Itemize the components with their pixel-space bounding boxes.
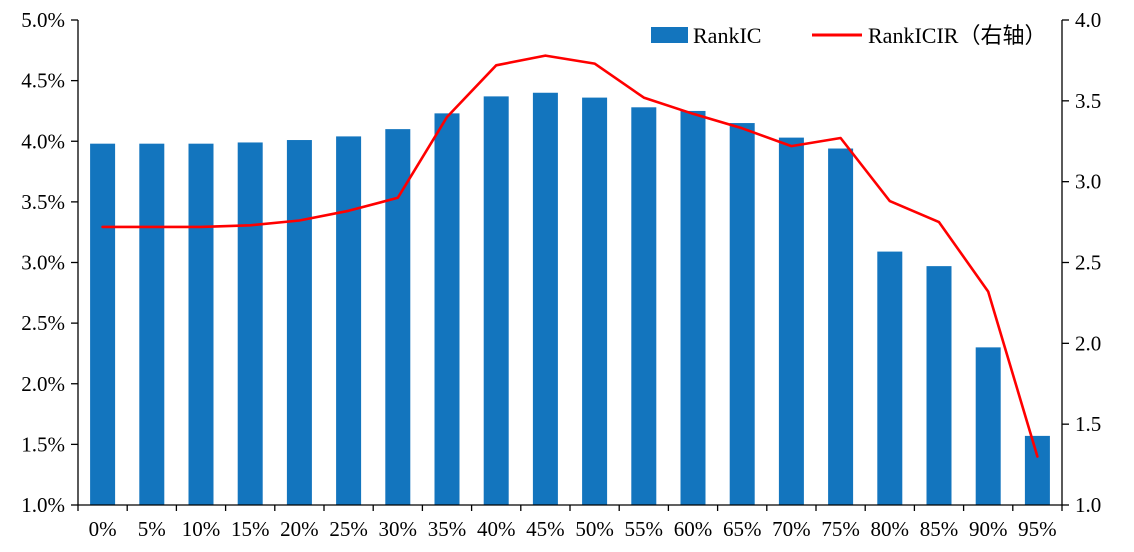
x-tick-label: 15% [231, 517, 270, 541]
legend-line-label: RankICIR（右轴） [868, 23, 1046, 48]
right-tick-label: 1.0 [1075, 493, 1101, 517]
right-tick-label: 3.0 [1075, 170, 1101, 194]
left-tick-label: 1.0% [21, 493, 65, 517]
x-tick-label: 25% [329, 517, 368, 541]
right-tick-label: 3.5 [1075, 89, 1101, 113]
bar [975, 347, 1001, 505]
left-tick-label: 2.5% [21, 311, 65, 335]
x-tick-label: 65% [723, 517, 762, 541]
left-tick-label: 4.5% [21, 69, 65, 93]
line-series [101, 54, 1039, 458]
x-tick-label: 5% [138, 517, 166, 541]
plot-layer: 0% 5% 10% 15% 20% 25% 30% 35% 40% 45% 50% 55% 60% 65%… [21, 8, 1101, 541]
x-tick-label: 90% [969, 517, 1008, 541]
bar [828, 148, 854, 505]
x-tick-label: 70% [772, 517, 811, 541]
x-tick-label: 10% [182, 517, 221, 541]
x-tick-label: 30% [379, 517, 418, 541]
x-tick-label: 95% [1018, 517, 1057, 541]
bar [877, 251, 903, 505]
bar [286, 140, 312, 505]
right-tick-label: 2.0 [1075, 331, 1101, 355]
right-tick-label: 1.5 [1075, 412, 1101, 436]
bar [729, 123, 755, 505]
left-tick-label: 1.5% [21, 432, 65, 456]
right-tick-label: 4.0 [1075, 8, 1101, 32]
left-tick-label: 4.0% [21, 129, 65, 153]
bar [188, 143, 214, 506]
left-tick-label: 3.5% [21, 190, 65, 214]
x-tick-label: 75% [821, 517, 860, 541]
x-tick-label: 0% [89, 517, 117, 541]
bar [926, 266, 952, 505]
right-tick-label: 2.5 [1075, 251, 1101, 275]
bar [778, 137, 804, 506]
bar [631, 107, 657, 506]
bar [139, 143, 165, 506]
bar [680, 110, 706, 505]
bar [336, 136, 362, 505]
bar [434, 113, 460, 506]
x-tick-label: 60% [674, 517, 713, 541]
bar [385, 129, 411, 505]
x-tick-label: 85% [920, 517, 959, 541]
x-tick-label: 50% [575, 517, 614, 541]
x-tick-label: 80% [871, 517, 910, 541]
left-tick-label: 5.0% [21, 8, 65, 32]
bar [582, 97, 608, 505]
x-tick-label: 35% [428, 517, 467, 541]
x-tick-label: 40% [477, 517, 516, 541]
x-tick-label: 45% [526, 517, 565, 541]
bar [1024, 435, 1050, 505]
legend-bar-label: RankIC [693, 23, 761, 48]
bar [532, 92, 558, 505]
bar [90, 143, 116, 506]
x-tick-label: 20% [280, 517, 319, 541]
bar [483, 96, 509, 505]
legend-bar-swatch [651, 27, 688, 43]
left-tick-label: 3.0% [21, 251, 65, 275]
x-tick-label: 55% [625, 517, 664, 541]
left-tick-label: 2.0% [21, 372, 65, 396]
bar [237, 142, 263, 505]
